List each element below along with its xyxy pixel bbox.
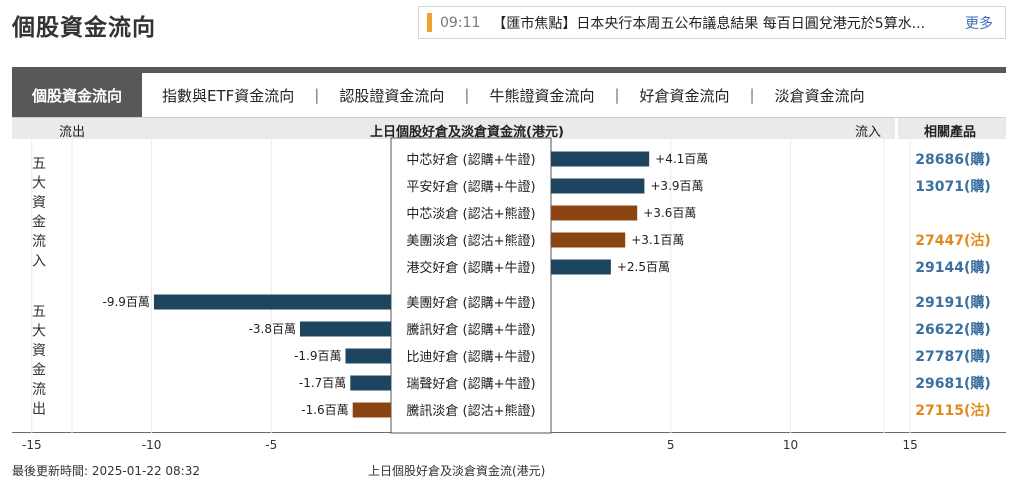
bar-value-label: +3.6百萬 [643, 206, 696, 220]
svg-text:資: 資 [32, 195, 46, 211]
bar-value-label: -1.9百萬 [294, 349, 341, 363]
stock-name-label: 比迪好倉 (認購+牛證) [406, 349, 535, 365]
outflow-bar-long[interactable] [300, 321, 391, 337]
news-ticker[interactable]: 09:11 【匯市焦點】日本央行本周五公布議息結果 每百日圓兌港元於5算水...… [418, 6, 1006, 39]
bar-value-label: -1.6百萬 [301, 403, 348, 417]
inflow-bar-long[interactable] [551, 259, 611, 275]
stock-name-label: 中芯淡倉 (認沽+熊證) [406, 206, 535, 222]
chart-header [12, 118, 895, 139]
outflow-bar-long[interactable] [350, 375, 391, 391]
page-title: 個股資金流向 [12, 15, 156, 41]
x-tick-label: -15 [22, 438, 42, 452]
news-time: 09:11 [440, 14, 481, 31]
svg-text:入: 入 [32, 254, 46, 270]
outflow-header: 流出 [59, 125, 86, 140]
bar-value-label: +2.5百萬 [617, 260, 670, 274]
tab-bar-top-rule [12, 67, 1006, 73]
svg-text:五: 五 [32, 304, 46, 320]
stock-name-label: 港交好倉 (認購+牛證) [406, 260, 535, 276]
svg-text:大: 大 [32, 324, 46, 340]
news-headline-link[interactable]: 【匯市焦點】日本央行本周五公布議息結果 每百日圓兌港元於5算水... [492, 15, 925, 32]
x-tick-label: -5 [265, 438, 277, 452]
ticker-marker [427, 13, 432, 32]
svg-text:五: 五 [32, 156, 46, 172]
svg-text:流: 流 [32, 234, 46, 250]
stock-name-label: 平安好倉 (認購+牛證) [406, 179, 535, 195]
related-products-header [898, 118, 1006, 139]
related-product-link[interactable]: 29191(購) [915, 294, 991, 311]
stock-name-label: 美團淡倉 (認沽+熊證) [406, 233, 535, 249]
tab-long-fund-flow[interactable]: 好倉資金流向 [639, 86, 730, 105]
svg-text:金: 金 [32, 363, 46, 379]
svg-text:流: 流 [32, 382, 46, 398]
stock-name-label: 騰訊好倉 (認購+牛證) [406, 322, 535, 338]
last-updated: 最後更新時間: 2025-01-22 08:32 [12, 464, 200, 478]
tab-index-etf-fund-flow[interactable]: 指數與ETF資金流向 [162, 86, 295, 105]
related-product-link[interactable]: 27115(沽) [915, 402, 991, 419]
tab-separator: | [314, 86, 320, 104]
related-product-link[interactable]: 27447(沽) [915, 232, 991, 249]
svg-text:金: 金 [32, 215, 46, 231]
related-product-link[interactable]: 28686(購) [915, 151, 991, 168]
fund-flow-tabs: 個股資金流向 指數與ETF資金流向 | 認股證資金流向 | 牛熊證資金流向 | … [12, 73, 1006, 117]
stock-name-label: 騰訊淡倉 (認沽+熊證) [406, 403, 535, 419]
bar-value-label: -3.8百萬 [249, 322, 296, 336]
outflow-bar-long[interactable] [153, 294, 391, 310]
inflow-bar-long[interactable] [551, 178, 645, 194]
bar-value-label: +3.1百萬 [631, 233, 684, 247]
inflow-bar-short[interactable] [551, 232, 626, 248]
x-tick-label: -10 [142, 438, 162, 452]
svg-text:資: 資 [32, 343, 46, 359]
stock-name-column-box [390, 137, 552, 434]
tab-short-fund-flow[interactable]: 淡倉資金流向 [774, 86, 865, 105]
outflow-bar-short[interactable] [352, 402, 391, 418]
related-product-link[interactable]: 26622(購) [915, 321, 991, 338]
related-product-link[interactable]: 13071(購) [915, 178, 991, 195]
outflow-bar-long[interactable] [345, 348, 391, 364]
more-news-link[interactable]: 更多 [965, 15, 993, 32]
chart-header-title: 上日個股好倉及淡倉資金流(港元) [370, 125, 564, 140]
x-tick-label: 5 [667, 438, 675, 452]
stock-name-label: 美團好倉 (認購+牛證) [406, 295, 535, 311]
axis-title: 上日個股好倉及淡倉資金流(港元) [368, 464, 546, 478]
inflow-bar-long[interactable] [551, 151, 650, 167]
related-product-link[interactable]: 27787(購) [915, 348, 991, 365]
stock-name-label: 中芯好倉 (認購+牛證) [406, 152, 535, 168]
related-product-link[interactable]: 29144(購) [915, 259, 991, 276]
inflow-header: 流入 [855, 125, 882, 140]
x-tick-label: 10 [783, 438, 798, 452]
tab-separator: | [464, 86, 470, 104]
related-products-header-label: 相關產品 [924, 125, 977, 140]
tab-separator: | [614, 86, 620, 104]
related-product-link[interactable]: 29681(購) [915, 375, 991, 392]
fund-flow-chart: 流出 上日個股好倉及淡倉資金流(港元) 流入 相關產品 [12, 117, 1006, 433]
bar-value-label: +4.1百萬 [655, 152, 708, 166]
svg-text:大: 大 [32, 176, 46, 192]
tab-warrant-fund-flow[interactable]: 認股證資金流向 [339, 86, 445, 105]
bar-value-label: -9.9百萬 [103, 295, 150, 309]
inflow-bar-short[interactable] [551, 205, 638, 221]
stock-name-label: 瑞聲好倉 (認購+牛證) [406, 376, 535, 392]
svg-text:出: 出 [32, 402, 46, 418]
tab-stock-fund-flow[interactable]: 個股資金流向 [12, 73, 143, 117]
bar-value-label: +3.9百萬 [650, 179, 703, 193]
x-tick-label: 15 [903, 438, 918, 452]
bar-value-label: -1.7百萬 [299, 376, 346, 390]
tab-cbbc-fund-flow[interactable]: 牛熊證資金流向 [489, 86, 595, 105]
tab-separator: | [749, 86, 755, 104]
